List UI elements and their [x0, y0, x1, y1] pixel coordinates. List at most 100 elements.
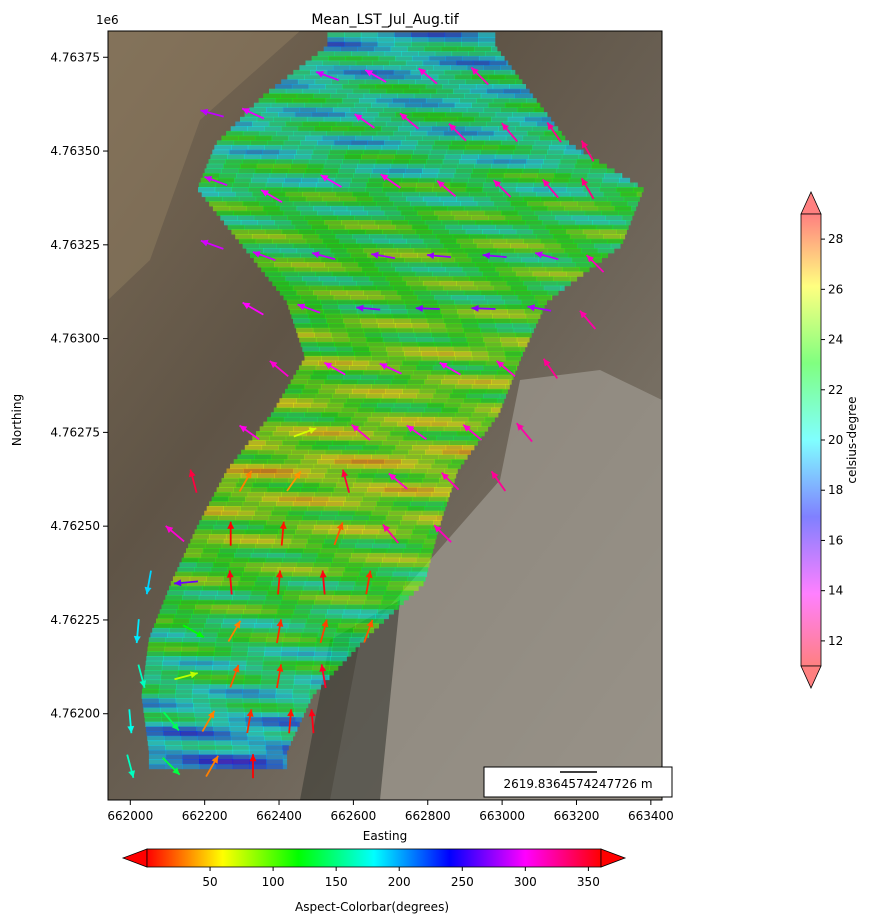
aspect-colorbar-tick-label: 100 [262, 875, 285, 889]
heatmap-cell [551, 210, 569, 216]
heatmap-cell [510, 285, 528, 291]
heatmap-cell [144, 670, 162, 676]
heatmap-cell [334, 51, 352, 57]
heatmap-cell [409, 571, 427, 577]
heatmap-cell [293, 609, 311, 615]
heatmap-cell [288, 477, 306, 484]
heatmap-cell [308, 159, 327, 165]
heatmap-cell [227, 567, 245, 573]
heatmap-cell [408, 313, 426, 319]
heatmap-cell [393, 201, 411, 207]
heatmap-cell [255, 477, 273, 484]
heatmap-cell [345, 112, 363, 118]
heatmap-cell [356, 196, 374, 202]
heatmap-cell [338, 477, 356, 484]
heatmap-cell [404, 102, 422, 108]
basemap-dark-ridge [300, 600, 400, 800]
heatmap-cell [436, 173, 455, 179]
heatmap-cell [375, 84, 393, 90]
heatmap-cell [432, 440, 450, 446]
heatmap-cell [421, 510, 439, 516]
heatmap-cell [243, 707, 262, 713]
heatmap-cell [418, 177, 436, 184]
heatmap-cell [616, 229, 627, 235]
heatmap-cell [378, 567, 396, 573]
heatmap-cell [382, 440, 400, 446]
heatmap-cell [476, 159, 494, 165]
heatmap-cell [248, 440, 266, 446]
heatmap-cell [317, 252, 335, 259]
heatmap-cell [536, 276, 554, 282]
heatmap-cell [313, 248, 331, 254]
heatmap-cell [264, 144, 282, 151]
aspect-vector [333, 522, 344, 546]
heatmap-cell [326, 201, 344, 207]
heatmap-cell [289, 618, 308, 624]
heatmap-cell [270, 412, 289, 418]
heatmap-cell [261, 224, 279, 230]
heatmap-cell [413, 398, 431, 404]
heatmap-cell [541, 220, 560, 226]
heatmap-cell [314, 646, 333, 652]
heatmap-cell [209, 702, 228, 709]
heatmap-cell [415, 187, 433, 193]
heatmap-cell [498, 332, 516, 338]
heatmap-cell [496, 327, 515, 334]
heatmap-cell [566, 271, 584, 277]
heatmap-cell [324, 379, 342, 385]
heatmap-cell [247, 651, 265, 657]
heatmap-cell [287, 74, 305, 80]
heatmap-cell [454, 412, 473, 418]
aspect-vector [580, 140, 595, 162]
heatmap-cell [211, 717, 229, 723]
heatmap-cell [438, 510, 444, 516]
heatmap-cell [320, 257, 338, 263]
heatmap-cell [387, 215, 405, 221]
heatmap-cell [335, 360, 353, 366]
heatmap-cell [213, 524, 231, 531]
heatmap-cell [427, 402, 445, 409]
heatmap-cell [359, 130, 378, 137]
heatmap-cell [260, 674, 279, 681]
heatmap-cell [271, 543, 290, 549]
heatmap-cell [367, 590, 386, 596]
heatmap-cell [243, 679, 261, 685]
heatmap-cell [332, 65, 351, 71]
heatmap-cell [238, 196, 257, 202]
heatmap-cell [315, 595, 334, 601]
heatmap-cell [309, 684, 321, 690]
heatmap-cell [517, 140, 536, 146]
heatmap-cell [388, 510, 406, 516]
aspect-vector [399, 112, 419, 130]
heatmap-cell [154, 623, 172, 629]
heatmap-cell [188, 543, 206, 549]
heatmap-cell [249, 754, 267, 760]
heatmap-cell [633, 182, 638, 188]
heatmap-cell [190, 538, 208, 545]
heatmap-cell [491, 379, 509, 385]
heatmap-cell [471, 412, 489, 418]
heatmap-cell [233, 140, 251, 146]
heatmap-cell [328, 604, 347, 610]
heatmap-cell [605, 215, 623, 221]
heatmap-cell [426, 201, 444, 207]
heatmap-cell [370, 299, 388, 305]
heatmap-cell [490, 309, 508, 315]
heatmap-cell [456, 238, 474, 244]
heatmap-cell [339, 60, 357, 66]
heatmap-cell [404, 215, 422, 221]
heatmap-cell [466, 65, 484, 71]
heatmap-cell [523, 280, 541, 287]
aspect-vector [226, 570, 234, 595]
heatmap-cell [275, 693, 293, 699]
heatmap-cell [317, 632, 335, 638]
heatmap-cell [264, 740, 283, 746]
heatmap-cell [478, 224, 496, 230]
y-axis: 4.762004.762254.762504.762754.763004.763… [50, 50, 108, 721]
heatmap-cell [399, 595, 409, 601]
heatmap-cell [284, 552, 302, 559]
heatmap-cell [497, 93, 515, 99]
heatmap-cell [521, 351, 523, 357]
heatmap-cell [286, 627, 304, 634]
heatmap-cell [504, 257, 522, 263]
